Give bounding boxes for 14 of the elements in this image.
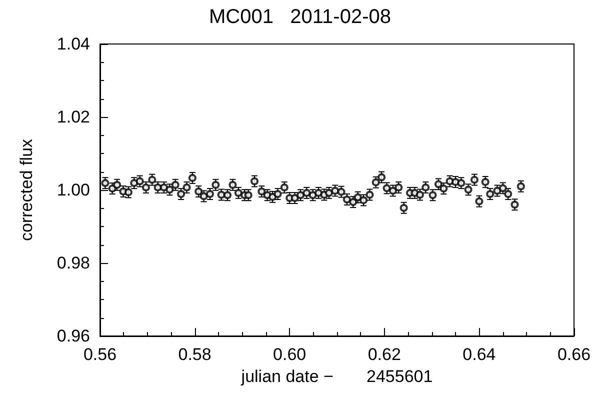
y-tick-label: 1.02 — [56, 108, 90, 126]
chart-title: MC001 2011-02-08 — [209, 6, 391, 28]
y-tick-label: 1.04 — [56, 34, 90, 54]
x-tick-label: 0.66 — [557, 345, 591, 364]
x-axis-title: julian date − 2455601 — [240, 367, 433, 386]
y-tick-label: 0.98 — [56, 254, 90, 272]
y-axis-title: corrected flux — [17, 138, 36, 242]
x-tick-label: 0.58 — [178, 345, 212, 364]
x-tick-label: 0.60 — [273, 345, 306, 364]
y-tick-label: 0.96 — [56, 326, 90, 346]
x-tick-label: 0.56 — [83, 345, 117, 364]
x-tick-label: 0.62 — [368, 345, 401, 364]
x-tick-label: 0.64 — [462, 345, 496, 364]
y-tick-label: 1.00 — [56, 180, 90, 200]
